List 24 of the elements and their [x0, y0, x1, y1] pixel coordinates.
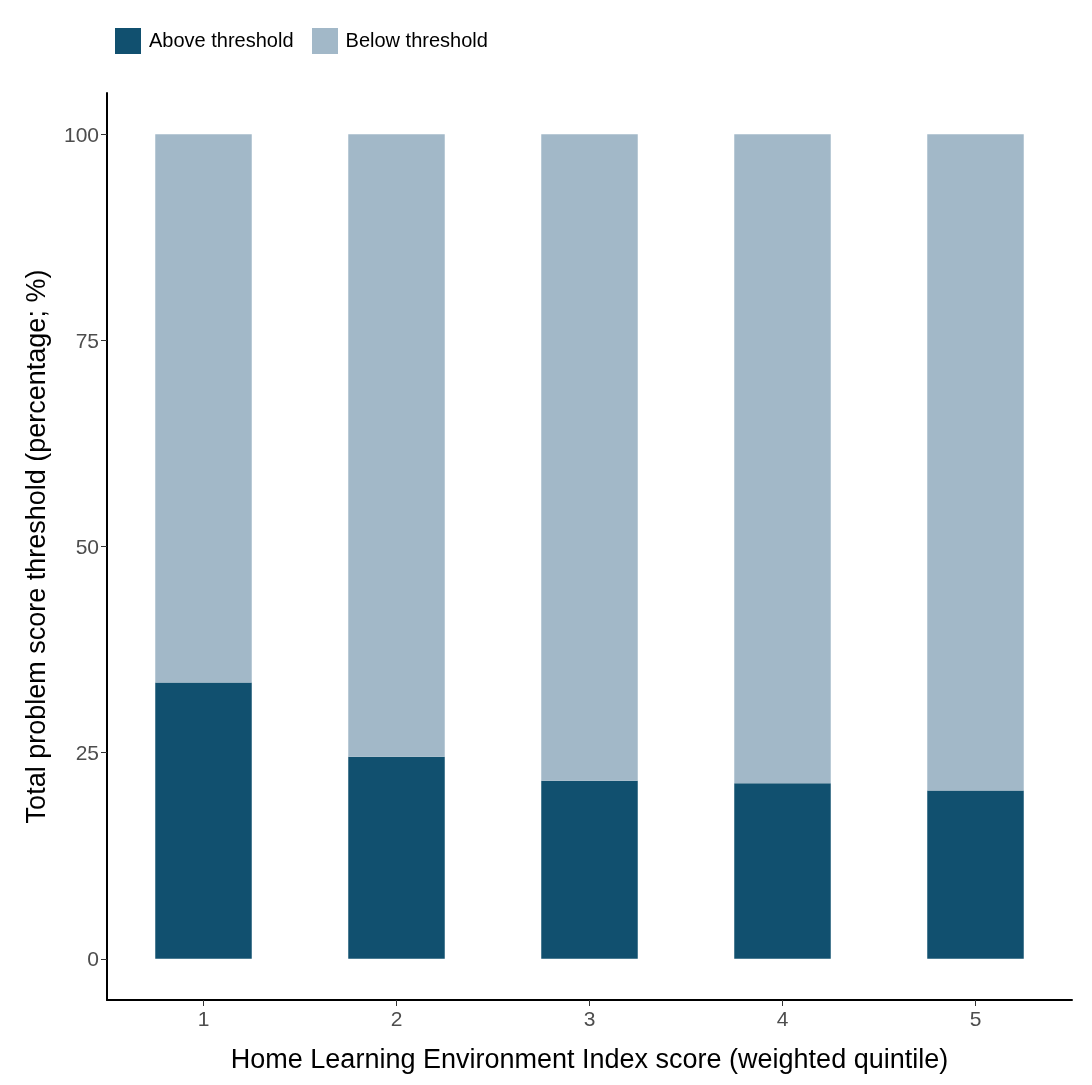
bar: [541, 780, 638, 959]
x-tick-label: 3: [583, 1007, 596, 1030]
y-tick-label: 0: [87, 947, 99, 971]
bar: [155, 682, 252, 959]
bar: [155, 134, 252, 683]
y-tick-label: 100: [63, 122, 99, 146]
legend-label: Above threshold: [149, 29, 294, 52]
bar: [734, 783, 831, 959]
x-tick-label: 5: [969, 1007, 982, 1030]
bar: [927, 790, 1024, 959]
y-tick-label: 25: [75, 741, 99, 765]
bar: [541, 134, 638, 781]
bar: [348, 756, 445, 959]
bar: [348, 134, 445, 757]
y-tick-label: 50: [75, 535, 99, 558]
x-axis-title: Home Learning Environment Index score (weighted quintile): [230, 1043, 949, 1074]
y-axis-title: Total problem score threshold (percentage; %): [20, 269, 51, 824]
legend-label: Below threshold: [345, 29, 488, 52]
x-tick-label: 1: [197, 1007, 210, 1030]
y-tick-label: 75: [75, 328, 99, 352]
x-tick-label: 2: [390, 1007, 403, 1030]
bar: [734, 134, 831, 784]
bar: [927, 134, 1024, 791]
x-tick-label: 4: [776, 1007, 789, 1030]
